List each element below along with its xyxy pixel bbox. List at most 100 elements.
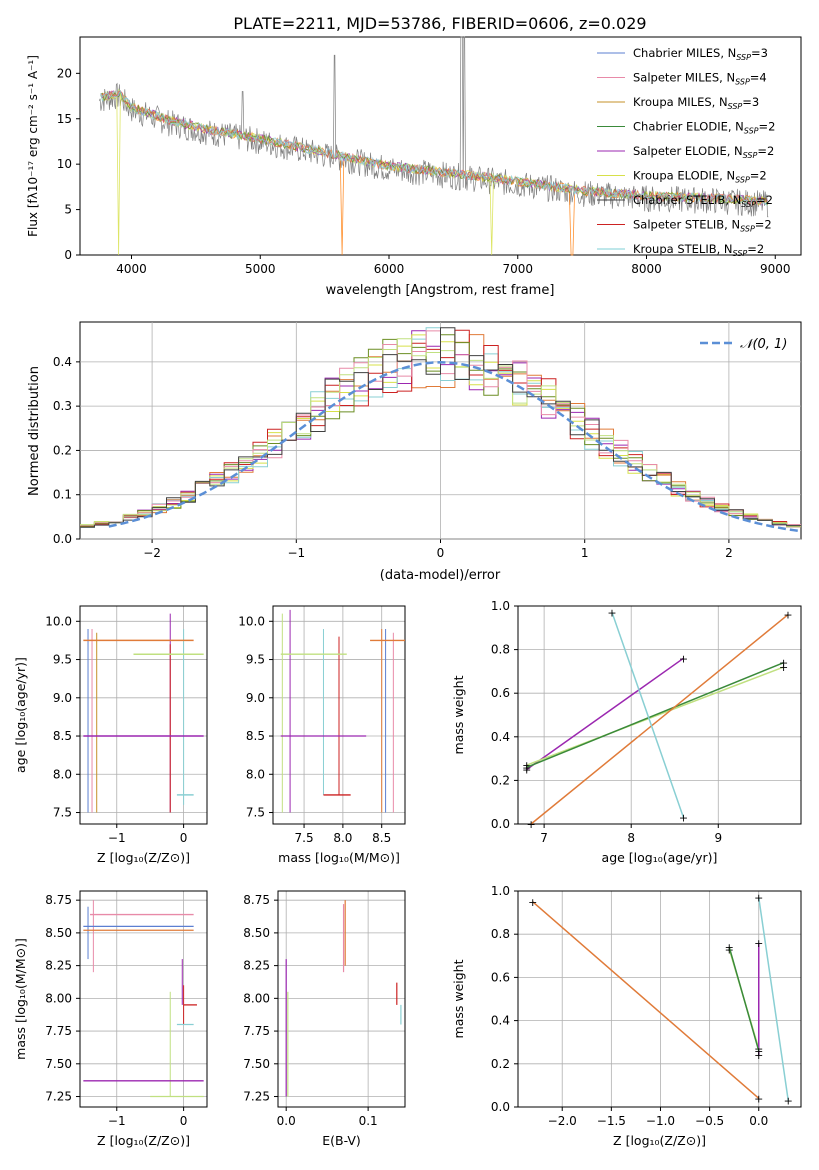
x-tick-label: −2.0 xyxy=(548,1114,577,1128)
y-tick-label: 15 xyxy=(57,112,72,126)
y-tick-label: 0.0 xyxy=(491,817,510,831)
model-spectrum xyxy=(100,89,768,206)
figure-title: PLATE=2211, MJD=53786, FIBERID=0606, z=0… xyxy=(233,14,646,33)
weight-marker: + xyxy=(754,937,763,950)
y-tick-label: 8.75 xyxy=(243,893,270,907)
weight-line xyxy=(758,897,789,1101)
panel-axes xyxy=(517,890,802,1108)
residual-histogram xyxy=(80,327,801,528)
y-tick-label: 0.0 xyxy=(53,532,72,546)
legend-label: Kroupa STELIB, NSSP=2 xyxy=(633,242,764,258)
panel-axes xyxy=(79,890,208,1108)
weight-marker: + xyxy=(754,1045,763,1058)
weight-marker: + xyxy=(754,1092,763,1105)
panel-xlabel: Z [log₁₀(Z/Z⊙)] xyxy=(97,850,190,865)
panel-axes xyxy=(79,605,208,825)
y-tick-label: 0.1 xyxy=(53,488,72,502)
y-tick-label: 8.25 xyxy=(243,959,270,973)
weight-marker: + xyxy=(522,759,531,772)
weight-marker: + xyxy=(783,609,792,622)
x-tick-label: 5000 xyxy=(245,262,276,276)
weight-marker: + xyxy=(679,811,688,824)
y-tick-label: 0.2 xyxy=(491,773,510,787)
weight-marker: + xyxy=(528,896,537,909)
y-tick-label: 1.0 xyxy=(491,884,510,898)
x-tick-label: 7000 xyxy=(502,262,533,276)
panel-axes xyxy=(277,890,406,1108)
y-tick-label: 10.0 xyxy=(45,614,72,628)
weight-marker: + xyxy=(526,818,535,831)
weight-line xyxy=(532,901,760,1099)
weight-marker: + xyxy=(754,891,763,904)
x-tick-label: −2 xyxy=(143,546,161,560)
y-tick-label: 0.6 xyxy=(491,686,510,700)
y-tick-label: 7.5 xyxy=(246,806,265,820)
y-tick-label: 0.2 xyxy=(491,1057,510,1071)
residual-panel: −2 −1 0 1 2 0.0 0.1 0.2 0.3 0.4 (data-model)/erro… xyxy=(27,321,802,583)
x-tick-label: 0 xyxy=(180,831,188,845)
y-tick-label: 9.5 xyxy=(246,653,265,667)
y-tick-label: 8.5 xyxy=(53,729,72,743)
weight-marker: + xyxy=(754,1049,763,1062)
y-tick-label: 7.50 xyxy=(45,1057,72,1071)
weight-marker: + xyxy=(679,652,688,665)
y-tick-label: 7.75 xyxy=(45,1024,72,1038)
y-tick-label: 5 xyxy=(64,203,72,217)
panel-xlabel: age [log₁₀(age/yr)] xyxy=(602,850,718,865)
spectrum-axes xyxy=(79,36,802,256)
y-tick-label: 0.3 xyxy=(53,399,72,413)
weight-line xyxy=(728,946,760,1052)
panel-ylabel: mass weight xyxy=(451,675,466,754)
y-tick-label: 8.0 xyxy=(53,767,72,781)
y-tick-label: 10.0 xyxy=(238,614,265,628)
y-tick-label: 8.00 xyxy=(45,991,72,1005)
y-tick-label: 7.75 xyxy=(243,1024,270,1038)
legend-label: Salpeter MILES, NSSP=4 xyxy=(633,71,767,87)
y-tick-label: 0.6 xyxy=(491,970,510,984)
panel-axes xyxy=(517,605,802,825)
panel-xlabel: E(B-V) xyxy=(322,1133,361,1148)
y-tick-label: 0.8 xyxy=(491,643,510,657)
gaussian-curve xyxy=(108,361,802,533)
x-tick-label: 4000 xyxy=(116,262,147,276)
y-tick-label: 0.8 xyxy=(491,927,510,941)
y-tick-label: 0.4 xyxy=(491,1014,510,1028)
weight-marker: + xyxy=(522,761,531,774)
x-tick-label: 0.0 xyxy=(749,1114,768,1128)
small-panel: 7 8 9 0.0 0.2 0.4 0.6 0.8 1.0 age [log₁₀(age/yr)]… xyxy=(451,599,802,865)
y-tick-label: 8.25 xyxy=(45,959,72,973)
weight-marker: + xyxy=(522,764,531,777)
y-tick-label: 10 xyxy=(57,157,72,171)
y-tick-label: 8.0 xyxy=(246,767,265,781)
small-panel: −1 0 7.5 8.0 8.5 9.0 9.5 10.0 Z [log₁₀(Z/Z⊙)] age… xyxy=(13,605,208,865)
y-tick-label: 8.00 xyxy=(243,991,270,1005)
legend-label: Chabrier MILES, NSSP=3 xyxy=(633,46,768,62)
legend-label: Salpeter ELODIE, NSSP=2 xyxy=(633,144,774,160)
x-tick-label: 8.5 xyxy=(372,831,391,845)
y-tick-label: 0.4 xyxy=(491,730,510,744)
weight-marker: + xyxy=(725,941,734,954)
y-tick-label: 9.5 xyxy=(53,653,72,667)
y-tick-label: 7.50 xyxy=(243,1057,270,1071)
y-tick-label: 0.0 xyxy=(491,1100,510,1114)
y-tick-label: 20 xyxy=(57,66,72,80)
spectrum-ylabel: Flux [fλ10⁻¹⁷ erg cm⁻² s⁻¹ A⁻¹] xyxy=(26,55,40,237)
y-tick-label: 0.4 xyxy=(53,355,72,369)
panel-ylabel: mass weight xyxy=(451,959,466,1038)
residual-xlabel: (data-model)/error xyxy=(380,568,501,583)
spectrum-legend: Chabrier MILES, NSSP=3 Salpeter MILES, NS… xyxy=(597,46,775,258)
x-tick-label: 8.0 xyxy=(333,831,352,845)
y-tick-label: 8.50 xyxy=(45,926,72,940)
x-tick-label: 0 xyxy=(180,1114,188,1128)
weight-line xyxy=(611,612,685,818)
x-tick-label: 6000 xyxy=(374,262,405,276)
panel-ylabel: age [log₁₀(age/yr)] xyxy=(13,657,28,773)
y-tick-label: 8.50 xyxy=(243,926,270,940)
x-tick-label: −1 xyxy=(287,546,305,560)
y-tick-label: 7.5 xyxy=(53,806,72,820)
panel-ylabel: mass [log₁₀(M/M⊙)] xyxy=(13,938,28,1060)
x-tick-label: 0 xyxy=(437,546,445,560)
x-tick-label: 1 xyxy=(581,546,589,560)
x-tick-label: 0.0 xyxy=(277,1114,296,1128)
panel-xlabel: Z [log₁₀(Z/Z⊙)] xyxy=(613,1133,706,1148)
